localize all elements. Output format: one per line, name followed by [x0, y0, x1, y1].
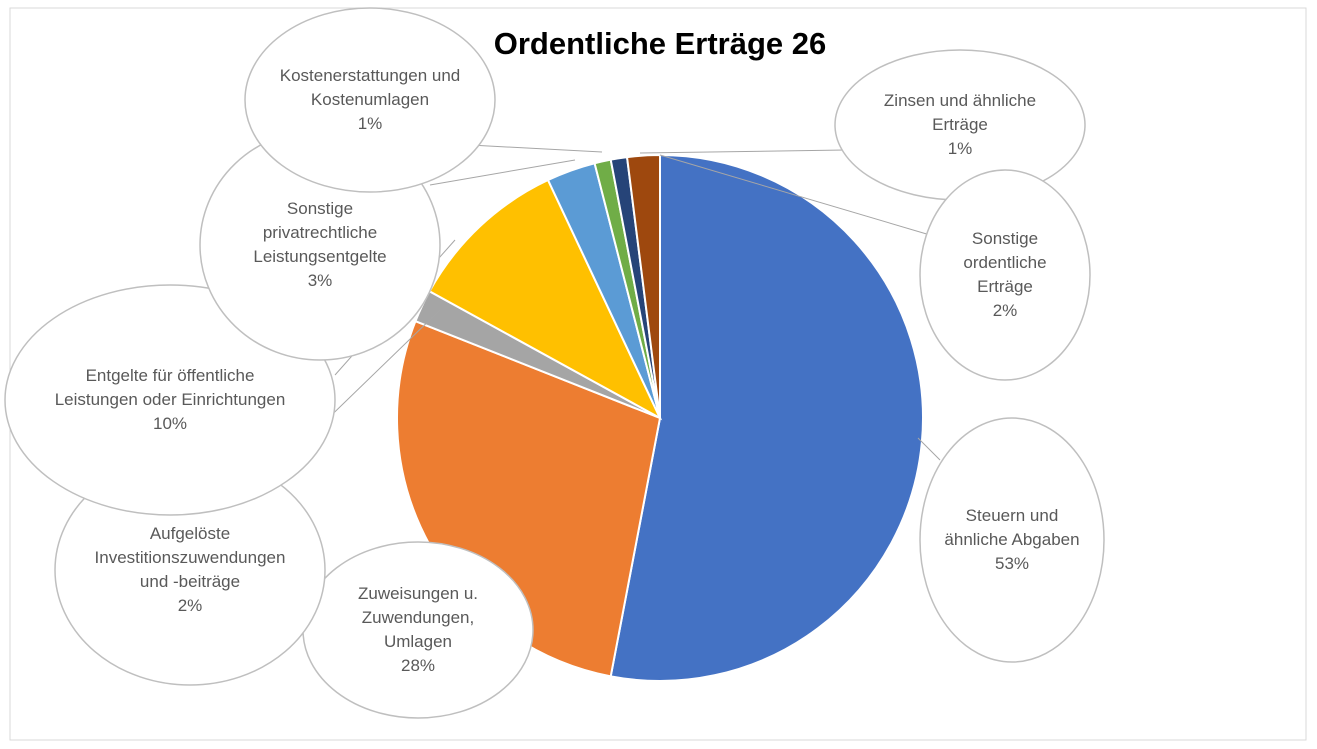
- label-category: Steuern und ähnliche Abgaben: [944, 506, 1080, 549]
- pie-slice: [609, 153, 924, 682]
- label-bubble: [919, 169, 1091, 381]
- label-value: 1%: [357, 114, 383, 133]
- label-value: 2%: [177, 596, 203, 615]
- leader-line: [469, 144, 603, 153]
- label-category: Zinsen und ähnliche Erträge: [883, 91, 1037, 134]
- label-bubble: [4, 284, 336, 516]
- data-label: Kostenerstattungen und Kostenumlagen 1%: [276, 8, 464, 192]
- data-label: Sonstige ordentliche Erträge 2%: [941, 170, 1069, 380]
- leader-line: [639, 149, 846, 154]
- chart-title: Ordentliche Erträge 26: [494, 26, 827, 61]
- data-label: Sonstige privatrechtliche Leistungsentge…: [230, 130, 410, 360]
- label-value: 28%: [400, 656, 436, 675]
- label-bubble: [919, 417, 1105, 663]
- data-label: Zinsen und ähnliche Erträge 1%: [866, 50, 1054, 200]
- leader-line: [659, 154, 931, 236]
- label-category: Sonstige ordentliche Erträge: [963, 229, 1047, 296]
- label-value: 2%: [992, 301, 1018, 320]
- label-category: Aufgelöste Investitionszuwendungen und -…: [94, 524, 286, 591]
- pie-slice: [625, 153, 661, 419]
- label-value: 3%: [307, 271, 333, 290]
- leader-line: [429, 159, 576, 186]
- label-value: 53%: [994, 554, 1030, 573]
- label-category: Entgelte für öffentliche Leistungen oder…: [54, 366, 286, 409]
- data-label: Steuern und ähnliche Abgaben 53%: [943, 418, 1081, 662]
- data-label: Zuweisungen u. Zuwendungen, Umlagen 28%: [332, 542, 505, 718]
- data-label: Aufgelöste Investitionszuwendungen und -…: [89, 455, 292, 685]
- label-value: 1%: [947, 139, 973, 158]
- label-category: Kostenerstattungen und Kostenumlagen: [279, 66, 461, 109]
- label-value: 10%: [152, 414, 188, 433]
- data-label: Entgelte für öffentliche Leistungen oder…: [46, 285, 294, 515]
- label-category: Zuweisungen u. Zuwendungen, Umlagen: [357, 584, 479, 651]
- label-bubble: [244, 7, 496, 193]
- leader-line: [917, 437, 941, 461]
- label-category: Sonstige privatrechtliche Leistungsentge…: [253, 199, 387, 266]
- pie-slice: [428, 178, 663, 421]
